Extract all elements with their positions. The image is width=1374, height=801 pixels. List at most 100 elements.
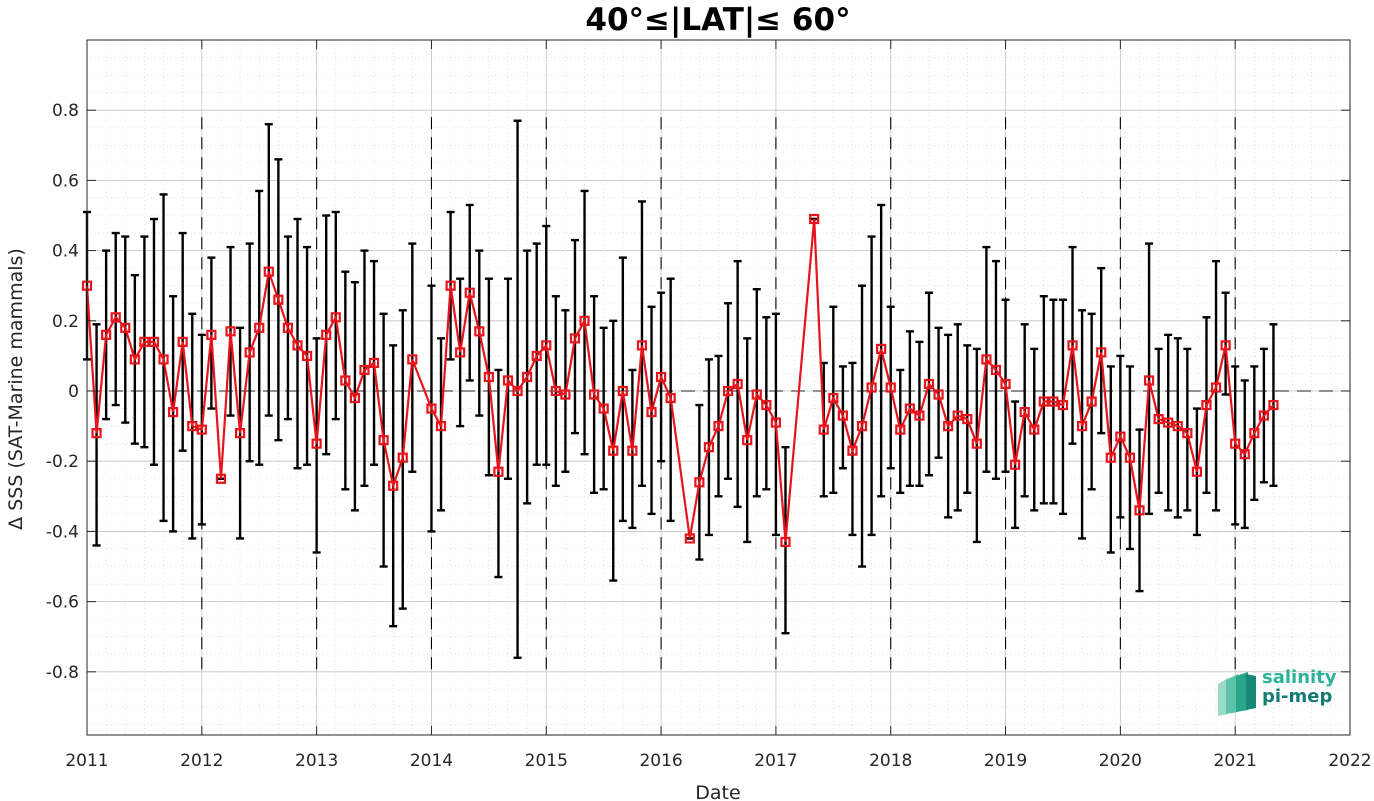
data-point (1124, 452, 1136, 463)
logo-text: salinity pi-mep (1262, 668, 1337, 706)
data-point (713, 421, 724, 432)
data-point (244, 347, 255, 358)
data-point (483, 371, 494, 383)
error-bar (408, 242, 417, 473)
error-bar (752, 288, 761, 498)
data-point (990, 364, 1002, 376)
error-bar (207, 256, 216, 410)
data-point (1163, 417, 1174, 428)
data-point (569, 333, 581, 344)
data-point (780, 536, 791, 548)
data-point (177, 336, 188, 347)
x-tick-label: 2015 (525, 751, 568, 771)
data-point (751, 389, 762, 400)
data-point (1230, 438, 1241, 449)
data-point (263, 266, 274, 277)
data-point (1268, 399, 1279, 411)
data-point (722, 385, 734, 397)
data-point (665, 392, 676, 404)
data-point (139, 336, 150, 347)
error-bar (637, 200, 646, 487)
data-point (234, 428, 246, 439)
data-point (254, 322, 265, 333)
data-point (1057, 399, 1069, 411)
data-point (627, 445, 638, 456)
x-tick-label: 2013 (295, 751, 338, 771)
y-tick-label: -0.2 (46, 452, 79, 472)
data-point (1191, 466, 1203, 477)
error-bar (1173, 337, 1182, 519)
axis-ticks (86, 40, 1351, 735)
data-point (1249, 428, 1260, 439)
data-point (541, 340, 552, 351)
error-bar (169, 295, 178, 533)
y-tick-label: -0.8 (46, 663, 79, 683)
data-point (91, 428, 102, 439)
data-point (129, 354, 140, 365)
series-line (85, 218, 1275, 542)
data-point (1115, 431, 1126, 442)
error-bar (953, 323, 962, 512)
data-point (187, 421, 198, 432)
x-tick-label: 2017 (754, 751, 797, 771)
data-point (589, 389, 600, 400)
data-point (761, 399, 772, 411)
data-point (311, 438, 322, 449)
data-point (1029, 424, 1040, 435)
data-point (952, 410, 963, 421)
error-bar (1269, 323, 1278, 487)
error-bar (1039, 295, 1048, 505)
error-bar (1231, 365, 1240, 526)
y-tick-label: 0.8 (52, 101, 79, 121)
data-point (1076, 421, 1088, 432)
data-point (292, 340, 303, 351)
data-point (655, 371, 667, 383)
data-point (981, 354, 992, 365)
year-dividers (201, 117, 1236, 672)
data-point (971, 438, 982, 449)
data-point (1210, 382, 1222, 393)
series-path (85, 218, 1275, 542)
y-tick-label: -0.6 (46, 593, 79, 613)
data-point (110, 312, 121, 323)
data-point (818, 424, 829, 435)
data-point (876, 343, 887, 354)
y-tick-label: 0.2 (52, 312, 79, 332)
y-axis-label: Δ SSS (SAT-Marine mammals) (5, 248, 27, 530)
data-point (550, 385, 561, 397)
error-bar (532, 242, 541, 466)
error-bar (1154, 347, 1163, 495)
data-point (101, 329, 112, 340)
error-bar (1097, 266, 1106, 435)
data-point (1172, 421, 1183, 432)
data-point (321, 329, 332, 340)
error-bar (1221, 291, 1230, 396)
data-point (828, 392, 839, 404)
data-point (1105, 452, 1116, 463)
data-point (684, 533, 695, 544)
error-bar (1058, 298, 1067, 516)
data-point (282, 322, 294, 333)
data-point (1258, 410, 1269, 421)
data-point (809, 213, 820, 225)
data-point (148, 336, 160, 347)
data-point (397, 452, 408, 463)
data-point (1143, 375, 1155, 386)
x-tick-label: 2014 (410, 751, 453, 771)
data-point (837, 410, 848, 421)
waves-logo-icon (1218, 672, 1256, 716)
data-point (493, 466, 504, 477)
data-point (923, 378, 935, 390)
plot-frame (86, 39, 1351, 736)
data-point (1182, 428, 1193, 439)
data-point (349, 392, 361, 404)
data-point (407, 354, 418, 365)
data-point (943, 421, 954, 432)
error-bar (972, 347, 981, 544)
data-point (120, 322, 131, 333)
data-point (426, 403, 437, 414)
data-point (502, 375, 514, 386)
logo-line-1: salinity (1262, 667, 1337, 688)
data-point (636, 340, 648, 351)
error-bar (494, 368, 503, 579)
